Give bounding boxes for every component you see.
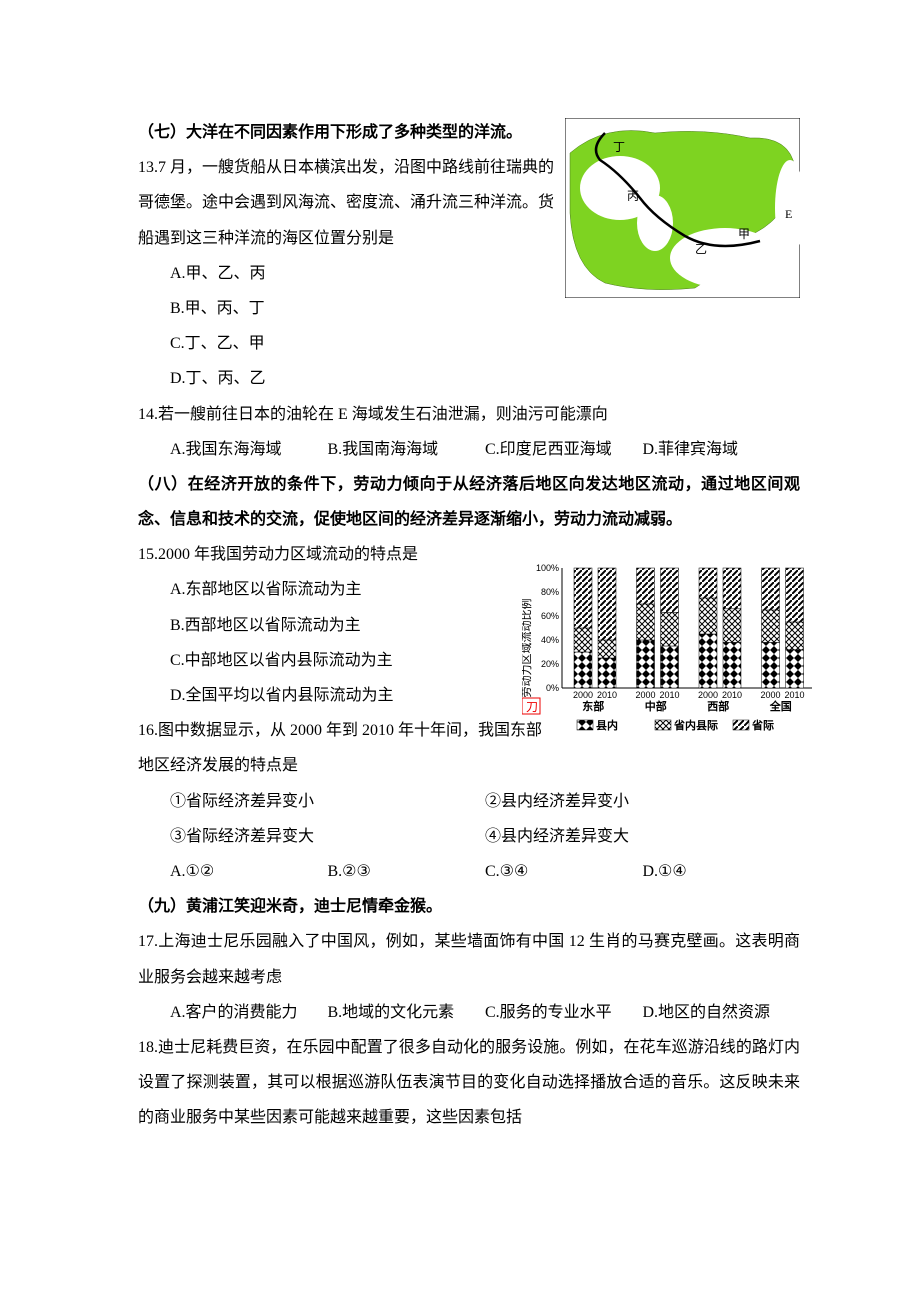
svg-text:县内: 县内 [596, 718, 618, 732]
svg-text:2000: 2000 [698, 690, 718, 700]
q14-option-c: C.印度尼西亚海域 [485, 432, 643, 467]
svg-text:全国: 全国 [769, 699, 792, 713]
map-label-bing: 丙 [627, 189, 639, 203]
q17-option-c: C.服务的专业水平 [485, 995, 643, 1030]
q16-text: 16.图中数据显示，从 2000 年到 2010 年十年间，我国东部地区经济发展… [138, 713, 548, 783]
labor-chart: 劳动力区域流动比例 0%20%40%60%80%100% 20002010东部2… [522, 558, 812, 736]
chart-ylabel: 劳动力区域流动比例 [522, 599, 533, 698]
q13-option-d: D.丁、丙、乙 [138, 361, 800, 396]
q14-options: A.我国东海海域 B.我国南海海域 C.印度尼西亚海域 D.菲律宾海域 [138, 432, 800, 467]
q16-circled-2: ②县内经济差异变小 [485, 784, 800, 819]
q14-option-b: B.我国南海海域 [328, 432, 486, 467]
q17-option-a: A.客户的消费能力 [170, 995, 328, 1030]
svg-text:省内县际: 省内县际 [673, 718, 718, 732]
q16-option-b: B.②③ [328, 854, 486, 889]
svg-text:2010: 2010 [722, 690, 742, 700]
q14-text: 14.若一艘前往日本的油轮在 E 海域发生石油泄漏，则油污可能漂向 [138, 397, 800, 432]
q16-circled-3: ③省际经济差异变大 [170, 819, 485, 854]
q17-option-b: B.地域的文化元素 [328, 995, 486, 1030]
q16-circled-4: ④县内经济差异变大 [485, 819, 800, 854]
q14-option-d: D.菲律宾海域 [643, 432, 801, 467]
svg-text:2000: 2000 [573, 690, 593, 700]
q13-text: 13.7 月，一艘货船从日本横滨出发，沿图中路线前往瑞典的哥德堡。途中会遇到风海… [138, 150, 558, 256]
svg-text:2010: 2010 [659, 690, 679, 700]
section9-header: （九）黄浦江笑迎米奇，迪士尼情牵金猴。 [138, 889, 800, 924]
map-label-jia: 甲 [738, 227, 750, 241]
chart-del-mark: 刀 [522, 698, 540, 714]
svg-text:省际: 省际 [751, 718, 774, 732]
q17-options: A.客户的消费能力 B.地域的文化元素 C.服务的专业水平 D.地区的自然资源 [138, 995, 800, 1030]
q14-option-a: A.我国东海海域 [170, 432, 328, 467]
map-label-yi: 乙 [695, 242, 707, 256]
svg-text:2010: 2010 [784, 690, 804, 700]
q16-circled-1: ①省际经济差异变小 [170, 784, 485, 819]
q16-option-d: D.①④ [643, 854, 801, 889]
svg-text:2000: 2000 [760, 690, 780, 700]
svg-text:40%: 40% [541, 635, 559, 645]
q16-circled-row1: ①省际经济差异变小 ②县内经济差异变小 [138, 784, 800, 819]
svg-text:刀: 刀 [526, 700, 538, 714]
map-figure: 甲 乙 丙 丁 E [565, 118, 800, 298]
svg-text:中部: 中部 [645, 699, 667, 713]
svg-text:100%: 100% [536, 563, 559, 573]
svg-text:2010: 2010 [597, 690, 617, 700]
svg-text:东部: 东部 [582, 699, 604, 713]
section8-header: （八）在经济开放的条件下，劳动力倾向于从经济落后地区向发达地区流动，通过地区间观… [138, 467, 800, 537]
q16-circled-row2: ③省际经济差异变大 ④县内经济差异变大 [138, 819, 800, 854]
q16-option-a: A.①② [170, 854, 328, 889]
map-label-ding: 丁 [613, 140, 625, 154]
q16-options: A.①② B.②③ C.③④ D.①④ [138, 854, 800, 889]
section7-header: （七）大洋在不同因素作用下形成了多种类型的洋流。 [138, 115, 558, 150]
svg-text:西部: 西部 [707, 699, 729, 713]
map-label-e: E [785, 207, 792, 221]
q17-text: 17.上海迪士尼乐园融入了中国风，例如，某些墙面饰有中国 12 生肖的马赛克壁画… [138, 924, 800, 994]
svg-text:20%: 20% [541, 659, 559, 669]
svg-text:80%: 80% [541, 587, 559, 597]
q13-option-c: C.丁、乙、甲 [138, 326, 800, 361]
svg-text:0%: 0% [546, 683, 559, 693]
q16-option-c: C.③④ [485, 854, 643, 889]
q18-text: 18.迪士尼耗费巨资，在乐园中配置了很多自动化的服务设施。例如，在花车巡游沿线的… [138, 1030, 800, 1136]
svg-text:2000: 2000 [635, 690, 655, 700]
q17-option-d: D.地区的自然资源 [643, 995, 801, 1030]
svg-text:60%: 60% [541, 611, 559, 621]
